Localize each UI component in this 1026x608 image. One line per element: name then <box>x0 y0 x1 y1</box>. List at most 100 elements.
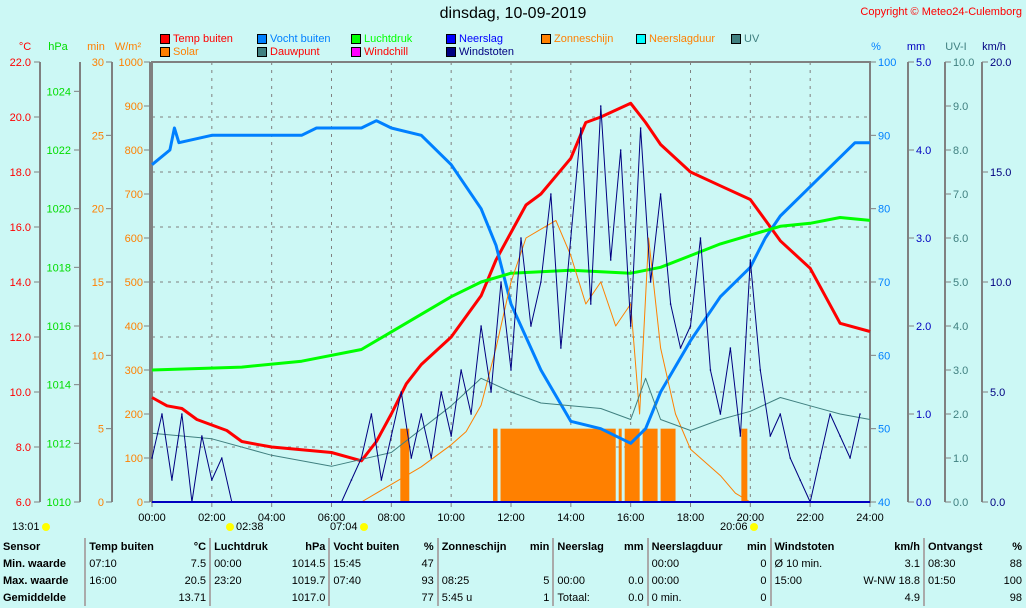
legend-item: Zonneschijn <box>541 33 613 45</box>
rain-axis-unit: mm <box>907 41 925 53</box>
sunshine-bar <box>400 428 410 502</box>
column-header: Windstoten <box>774 540 835 553</box>
uv-axis-unit: UV-I <box>945 41 966 53</box>
x-tick-label: 12:00 <box>497 512 525 524</box>
minutes-tick-label: 20 <box>92 204 104 216</box>
uv-tick-label: 0.0 <box>953 497 968 509</box>
wind-gust-point <box>709 369 712 371</box>
legend-swatch <box>351 47 361 57</box>
legend-label: Windstoten <box>459 46 515 58</box>
sun-marker-time: 13:01 <box>12 521 40 533</box>
sunshine-bar <box>618 428 622 502</box>
table-cell: 1019.7 <box>281 572 331 589</box>
wind-gust-point <box>839 435 841 437</box>
sunshine-bar <box>741 428 748 502</box>
pressure-tick-label: 1018 <box>47 262 71 274</box>
table-cell <box>522 555 555 572</box>
legend-label: Vocht buiten <box>270 33 331 45</box>
x-tick-label: 22:00 <box>796 512 824 524</box>
wind-gust-point <box>460 369 462 371</box>
sunshine-bar <box>660 428 676 502</box>
wind-gust-point <box>450 435 452 437</box>
uv-tick-label: 3.0 <box>953 365 968 377</box>
x-tick-label: 06:00 <box>318 512 346 524</box>
table-row: Max. waarde 16:00 20.5 23:20 1019.7 07:40 93 08… <box>0 572 1025 589</box>
temp-tick-label: 20.0 <box>10 112 31 124</box>
column-header: min <box>522 538 555 555</box>
legend-swatch <box>446 47 456 57</box>
wind-gust-point <box>440 391 442 393</box>
table-cell: 00:00 <box>651 574 680 587</box>
row-label: Gemiddelde <box>0 589 87 606</box>
solar-tick-label: 600 <box>125 233 143 245</box>
wind-axis-unit: km/h <box>982 41 1006 53</box>
sunrise-icon <box>359 523 368 531</box>
uv-tick-label: 9.0 <box>953 101 968 113</box>
legend-item: UV <box>731 33 759 45</box>
table-cell: Totaal: <box>557 591 590 604</box>
sun-marker-time: 02:38 <box>236 521 264 533</box>
humidity-tick-label: 90 <box>878 130 890 142</box>
table-cell: 00:00 <box>214 557 242 570</box>
legend-item: Neerslag <box>446 33 503 45</box>
x-tick-label: 18:00 <box>677 512 705 524</box>
sun-marker-time: 20:06 <box>720 521 748 533</box>
series-dauwpunt <box>151 377 871 467</box>
pressure-tick-label: 1010 <box>47 497 71 509</box>
wind-gust-point <box>350 479 353 481</box>
table-cell: 77 <box>415 589 439 606</box>
column-header: min <box>739 538 772 555</box>
wind-gust-point <box>719 413 722 415</box>
table-cell: 08:25 <box>441 574 470 587</box>
moonrise-icon <box>226 523 234 531</box>
rain-tick-label: 3.0 <box>916 233 931 245</box>
wind-gust-point <box>470 413 472 415</box>
table-cell <box>924 589 996 606</box>
legend-swatch <box>257 34 267 44</box>
humidity-tick-label: 70 <box>878 277 890 289</box>
wind-tick-label: 20.0 <box>990 57 1011 69</box>
x-tick-label: 04:00 <box>258 512 286 524</box>
table-cell: 0.0 <box>616 572 649 589</box>
x-tick-label: 02:00 <box>198 512 226 524</box>
pressure-tick-label: 1024 <box>47 86 71 98</box>
pressure-tick-label: 1022 <box>47 145 71 157</box>
wind-tick-label: 0.0 <box>990 497 1005 509</box>
wind-gust-point <box>221 457 223 459</box>
temp-tick-label: 8.0 <box>16 442 31 454</box>
solar-tick-label: 1000 <box>119 57 143 69</box>
uv-tick-label: 7.0 <box>953 189 968 201</box>
table-cell: 1 <box>522 589 555 606</box>
wind-gust-point <box>819 457 821 459</box>
wind-gust-point <box>679 347 682 349</box>
wind-gust-point <box>211 479 213 481</box>
wind-gust-point <box>400 391 403 393</box>
wind-gust-point <box>609 259 612 261</box>
column-header: Luchtdruk <box>214 540 268 553</box>
wind-gust-point <box>639 127 642 129</box>
table-row: Min. waarde 07:10 7.5 00:00 1014.5 15:45 47 00:… <box>0 555 1025 572</box>
wind-gust-point <box>580 127 582 129</box>
x-tick-label: 16:00 <box>617 512 645 524</box>
table-cell: 0.0 <box>616 589 649 606</box>
solar-tick-label: 200 <box>125 409 143 421</box>
column-header: Vocht buiten <box>333 540 400 553</box>
solar-tick-label: 300 <box>125 365 143 377</box>
table-cell: 5 <box>522 572 555 589</box>
moon-icon <box>41 523 50 531</box>
x-tick-label: 14:00 <box>557 512 585 524</box>
column-header: Sensor <box>0 538 87 555</box>
column-header: Neerslagduur <box>651 540 723 553</box>
wind-gust-point <box>370 413 373 415</box>
table-cell: 98 <box>1009 591 1022 604</box>
sunshine-bar <box>493 428 498 502</box>
sun-marker-moonrise: 02:38 <box>226 521 264 533</box>
legend-swatch <box>731 34 741 44</box>
humidity-tick-label: 100 <box>878 57 896 69</box>
solar-tick-label: 500 <box>125 277 143 289</box>
sunshine-bar <box>624 428 640 502</box>
sun-marker-sunset: 20:06 <box>720 521 758 533</box>
wind-gust-point <box>490 391 492 393</box>
rain-tick-label: 0.0 <box>916 497 931 509</box>
pressure-tick-label: 1012 <box>47 438 71 450</box>
